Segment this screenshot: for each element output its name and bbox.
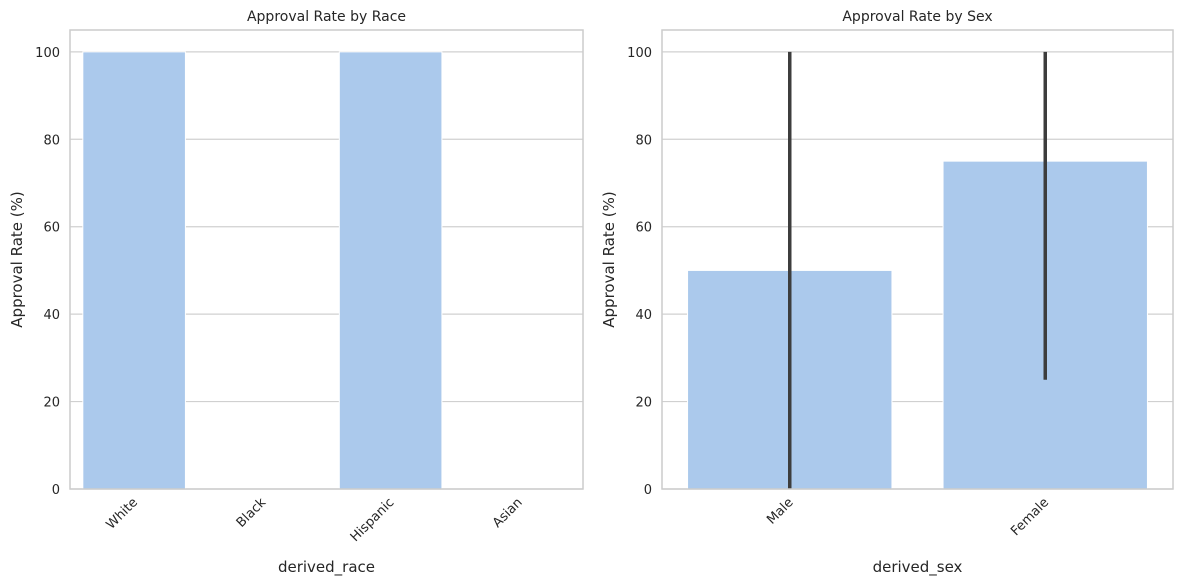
race-y-axis-label: Approval Rate (%) xyxy=(8,191,26,327)
race-y-tick-label: 40 xyxy=(43,308,60,323)
sex-x-axis-label: derived_sex xyxy=(873,558,963,577)
sex-y-tick-label: 100 xyxy=(627,46,652,61)
race-chart: 0 20 40 60 80 100 White Black Hispanic Asian App… xyxy=(8,9,584,577)
race-bar-hispanic xyxy=(338,51,443,490)
sex-spines xyxy=(661,29,1174,490)
sex-error-bars xyxy=(788,51,1047,489)
sex-x-tick-label: Female xyxy=(1008,495,1052,539)
race-x-axis-label: derived_race xyxy=(278,558,375,577)
sex-x-ticks: Male Female xyxy=(764,495,1052,539)
race-y-tick-label: 0 xyxy=(52,483,60,498)
race-x-ticks: White Black Hispanic Asian xyxy=(104,495,526,545)
race-x-tick-label: Black xyxy=(234,495,270,531)
race-x-tick-label: Asian xyxy=(490,495,526,531)
sex-y-tick-label: 60 xyxy=(635,221,652,236)
sex-y-tick-label: 40 xyxy=(635,308,652,323)
race-bars xyxy=(82,51,443,490)
sex-y-tick-label: 0 xyxy=(644,483,652,498)
sex-x-tick-label: Male xyxy=(764,495,796,527)
race-bar-white xyxy=(82,51,186,490)
sex-y-ticks: 0 20 40 60 80 100 xyxy=(627,46,652,498)
race-y-tick-label: 100 xyxy=(35,46,60,61)
sex-chart-title: Approval Rate by Sex xyxy=(842,9,992,25)
sex-chart: 0 20 40 60 80 100 Male Female Approval Rate by… xyxy=(600,9,1174,577)
race-x-tick-label: Hispanic xyxy=(348,495,398,545)
race-y-ticks: 0 20 40 60 80 100 xyxy=(35,46,60,498)
sex-y-tick-label: 20 xyxy=(635,396,652,411)
race-y-tick-label: 60 xyxy=(43,221,60,236)
sex-y-tick-label: 80 xyxy=(635,133,652,148)
race-chart-title: Approval Rate by Race xyxy=(247,9,406,25)
race-y-tick-label: 80 xyxy=(43,133,60,148)
race-spines xyxy=(69,29,584,490)
race-x-tick-label: White xyxy=(104,495,141,532)
sex-y-axis-label: Approval Rate (%) xyxy=(600,191,618,327)
race-y-tick-label: 20 xyxy=(43,396,60,411)
